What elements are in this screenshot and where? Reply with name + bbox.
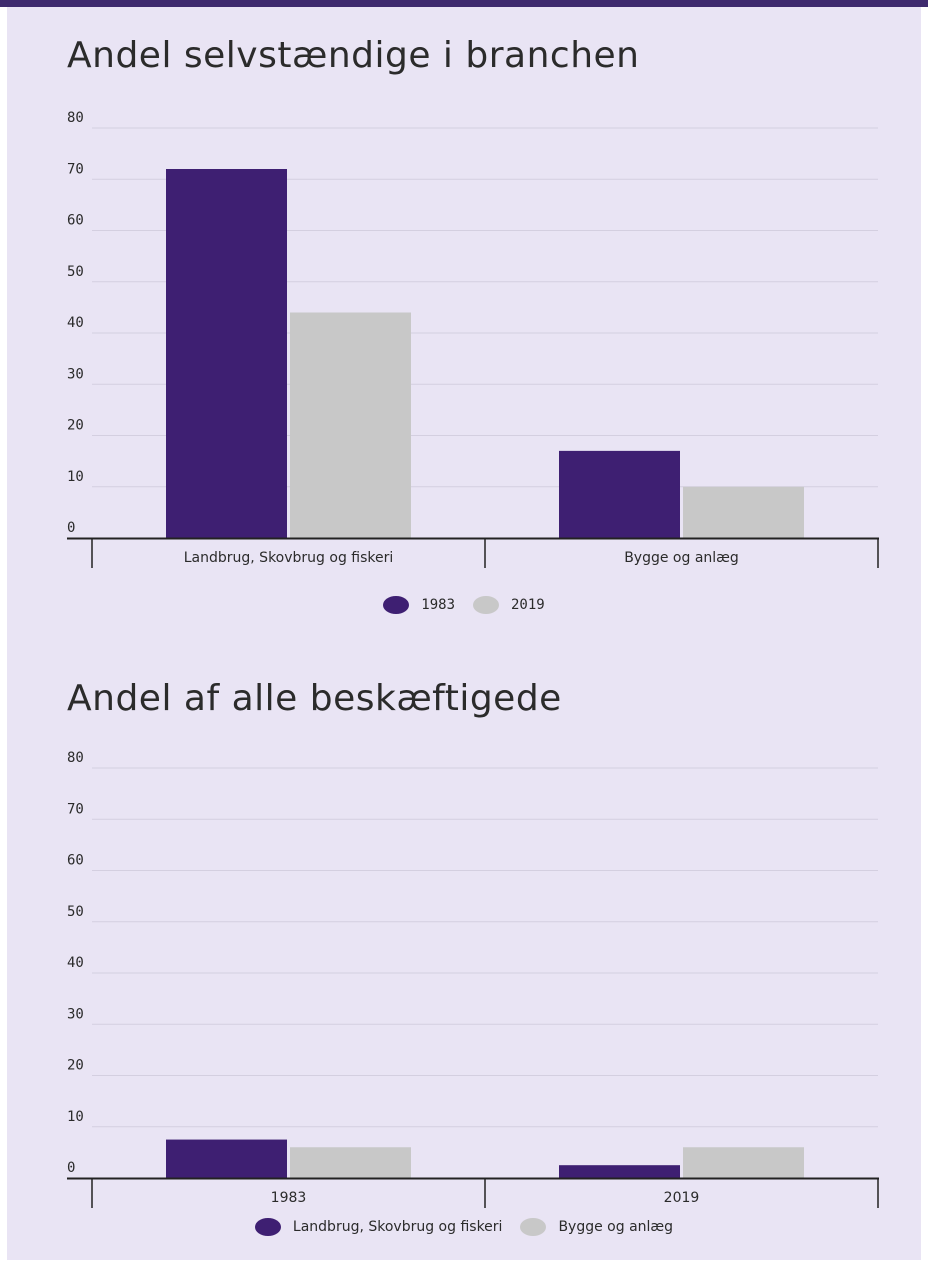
legend-item-1983[interactable]: 1983 bbox=[383, 596, 455, 614]
y-tick-label-10: 10 bbox=[67, 1109, 84, 1125]
y-tick-label-70: 70 bbox=[67, 161, 84, 177]
y-tick-label-60: 60 bbox=[67, 213, 84, 229]
x-category-label-1: 1983 bbox=[271, 1190, 307, 1206]
legend-swatch-2019 bbox=[473, 596, 499, 614]
x-category-label-2: Bygge og anlæg bbox=[624, 550, 739, 566]
bar-series-2-cat-2 bbox=[683, 1147, 804, 1178]
y-tick-label-60: 60 bbox=[67, 853, 84, 869]
bar-series-1-cat-2 bbox=[559, 1165, 680, 1178]
bar-series-2-cat-1 bbox=[290, 312, 411, 538]
legend-all-employed: Landbrug, Skovbrug og fiskeri Bygge og a… bbox=[0, 1218, 928, 1236]
chart-title-all-employed: Andel af alle beskæftigede bbox=[67, 678, 562, 719]
chart-panel bbox=[7, 7, 921, 1260]
legend-swatch-1983 bbox=[383, 596, 410, 614]
y-tick-label-80: 80 bbox=[67, 110, 84, 126]
top-bar bbox=[0, 0, 928, 7]
y-tick-label-10: 10 bbox=[67, 469, 84, 485]
legend-item-agriculture[interactable]: Landbrug, Skovbrug og fiskeri bbox=[254, 1218, 503, 1236]
legend-label-agriculture: Landbrug, Skovbrug og fiskeri bbox=[292, 1219, 503, 1235]
y-tick-label-0: 0 bbox=[67, 520, 75, 536]
y-tick-label-40: 40 bbox=[67, 955, 84, 971]
bar-series-1-cat-1 bbox=[166, 1139, 287, 1178]
bar-series-1-cat-2 bbox=[559, 450, 680, 538]
chart-title-self-employed: Andel selvstændige i branchen bbox=[67, 35, 640, 76]
y-tick-label-70: 70 bbox=[67, 801, 84, 817]
y-tick-label-50: 50 bbox=[67, 264, 84, 280]
bar-series-2-cat-1 bbox=[290, 1147, 411, 1178]
bar-series-2-cat-2 bbox=[683, 486, 804, 538]
y-tick-label-30: 30 bbox=[67, 366, 84, 382]
legend-label-1983: 1983 bbox=[421, 597, 455, 613]
legend-label-2019: 2019 bbox=[511, 597, 545, 613]
bar-series-1-cat-1 bbox=[166, 169, 287, 538]
legend-self-employed: 1983 2019 bbox=[0, 596, 928, 614]
y-tick-label-20: 20 bbox=[67, 418, 84, 434]
legend-label-construction: Bygge og anlæg bbox=[558, 1219, 674, 1235]
y-tick-label-30: 30 bbox=[67, 1006, 84, 1022]
y-tick-label-0: 0 bbox=[67, 1160, 75, 1176]
bar-chart-all-employed-share: 0 10 20 30 40 50 60 70 80 1983 2019 bbox=[67, 750, 879, 1208]
y-tick-label-40: 40 bbox=[67, 315, 84, 331]
x-category-label-2: 2019 bbox=[664, 1190, 700, 1206]
y-tick-label-50: 50 bbox=[67, 904, 84, 920]
y-tick-label-80: 80 bbox=[67, 750, 84, 766]
bar-chart-self-employed-share: 0 10 20 30 40 50 60 70 80 Landbrug, Skovbrug og f… bbox=[67, 110, 879, 568]
x-category-label-1: Landbrug, Skovbrug og fiskeri bbox=[184, 550, 394, 566]
legend-item-construction[interactable]: Bygge og anlæg bbox=[520, 1218, 673, 1236]
y-tick-label-20: 20 bbox=[67, 1058, 84, 1074]
legend-swatch-construction bbox=[520, 1218, 547, 1236]
legend-item-2019[interactable]: 2019 bbox=[473, 596, 545, 614]
legend-swatch-agriculture bbox=[254, 1218, 281, 1236]
